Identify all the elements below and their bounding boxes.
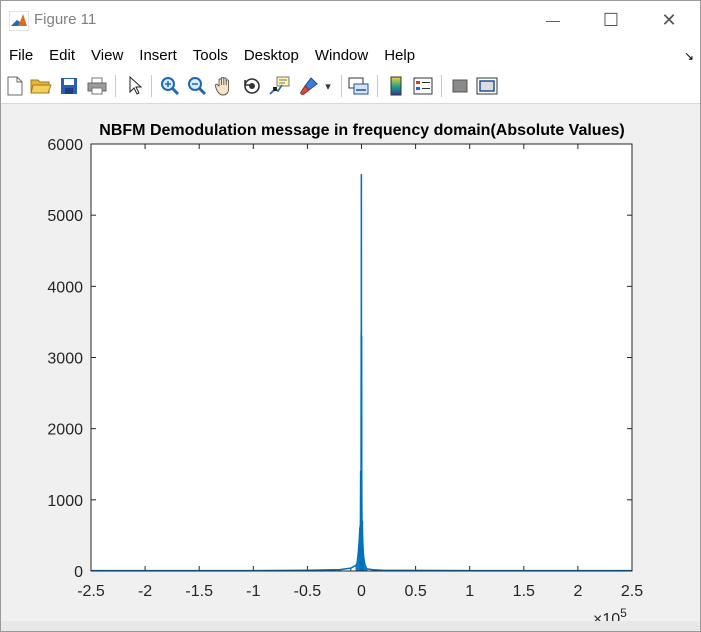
- brush-dropdown-button[interactable]: ▾: [321, 74, 335, 98]
- chart-title: NBFM Demodulation message in frequency d…: [99, 122, 624, 139]
- status-strip: [1, 621, 700, 631]
- y-tick-label: 4000: [47, 279, 83, 296]
- x-tick-label: -1: [246, 583, 260, 600]
- menu-file[interactable]: File: [9, 46, 34, 64]
- new-figure-button[interactable]: [3, 74, 27, 98]
- open-file-button[interactable]: [29, 74, 53, 98]
- menu-tools[interactable]: Tools: [192, 46, 228, 64]
- insert-legend-icon: [413, 77, 433, 95]
- rotate-3d-icon: [244, 78, 260, 94]
- insert-legend-button[interactable]: [411, 74, 435, 98]
- tick-labels: -2.5 -2 -1.5 -1 -0.5 0 0.5 1 1.5 2 2.5 0 1000 2000 300…: [47, 137, 643, 600]
- menu-view[interactable]: View: [91, 46, 124, 64]
- menu-window[interactable]: Window: [314, 46, 369, 64]
- data-cursor-icon: [269, 76, 290, 95]
- menu-desktop[interactable]: Desktop: [243, 46, 299, 64]
- show-plot-tools-button[interactable]: [475, 74, 499, 98]
- toolbar-separator: [441, 75, 442, 97]
- hide-plot-tools-icon: [452, 79, 468, 93]
- menu-insert[interactable]: Insert: [139, 46, 177, 64]
- x-tick-label: 0: [357, 583, 366, 600]
- x-tick-label: -0.5: [294, 583, 322, 600]
- new-figure-icon: [7, 76, 23, 96]
- matlab-logo-icon: [9, 11, 29, 31]
- y-tick-label: 5000: [47, 208, 83, 225]
- pan-hand-icon: [214, 76, 230, 96]
- series-layer: [90, 173, 633, 572]
- x-tick-label: -1.5: [185, 583, 213, 600]
- save-icon: [61, 78, 77, 94]
- hide-plot-tools-button[interactable]: [448, 74, 472, 98]
- menu-bar: File Edit View Insert Tools Desktop Wind…: [1, 41, 700, 69]
- close-button[interactable]: ✕: [640, 1, 698, 39]
- data-cursor-button[interactable]: [268, 74, 292, 98]
- maximize-icon: ☐: [602, 9, 620, 30]
- toolbar-separator: [151, 75, 152, 97]
- brush-button[interactable]: [297, 74, 321, 98]
- y-tick-label: 0: [74, 564, 83, 581]
- minimize-button[interactable]: —: [524, 1, 582, 39]
- y-tick-label: 2000: [47, 422, 83, 439]
- toolbar-separator: [115, 75, 116, 97]
- figure-canvas[interactable]: NBFM Demodulation message in frequency d…: [1, 104, 700, 631]
- y-tick-label: 3000: [47, 351, 83, 368]
- figure-toolbar: ▾: [1, 69, 700, 104]
- close-icon: ✕: [661, 9, 677, 30]
- x-tick-label: -2: [138, 583, 152, 600]
- toolbar-separator: [377, 75, 378, 97]
- y-tick-label: 1000: [47, 493, 83, 510]
- insert-colorbar-button[interactable]: [384, 74, 408, 98]
- menu-help[interactable]: Help: [384, 46, 416, 64]
- brush-dropdown-icon: ▾: [325, 80, 331, 93]
- title-bar[interactable]: Figure 11 — ☐ ✕: [1, 1, 700, 41]
- y-tick-label: 6000: [47, 137, 83, 154]
- minimize-icon: —: [546, 12, 560, 28]
- edit-plot-button[interactable]: [123, 74, 147, 98]
- x-tick-label: -2.5: [77, 583, 105, 600]
- x-tick-label: 0.5: [404, 583, 426, 600]
- axes-box: [90, 143, 633, 572]
- link-plot-icon: [348, 77, 369, 95]
- zoom-out-button[interactable]: [185, 74, 209, 98]
- toolbar-separator: [341, 75, 342, 97]
- menu-edit[interactable]: Edit: [49, 46, 76, 64]
- x-tick-label: 2: [573, 583, 582, 600]
- maximize-button[interactable]: ☐: [582, 1, 640, 39]
- window-title: Figure 11: [34, 11, 97, 28]
- show-plot-tools-icon: [476, 77, 498, 95]
- brush-icon: [300, 77, 318, 95]
- pan-button[interactable]: [212, 74, 236, 98]
- x-exponent-power: 5: [620, 606, 627, 620]
- print-icon: [87, 77, 107, 95]
- zoom-out-icon: [188, 77, 207, 96]
- rotate-3d-button[interactable]: [240, 74, 264, 98]
- print-button[interactable]: [85, 74, 109, 98]
- x-tick-label: 1.5: [513, 583, 535, 600]
- x-tick-label: 2.5: [621, 583, 643, 600]
- dock-figure-icon[interactable]: ↘: [683, 49, 694, 63]
- edit-plot-arrow-icon: [129, 76, 142, 95]
- link-plot-button[interactable]: [347, 74, 371, 98]
- axes[interactable]: NBFM Demodulation message in frequency d…: [1, 104, 700, 631]
- open-file-icon: [30, 79, 52, 94]
- save-button[interactable]: [57, 74, 81, 98]
- zoom-in-icon: [161, 77, 180, 96]
- x-tick-label: 1: [465, 583, 474, 600]
- insert-colorbar-icon: [390, 76, 402, 96]
- zoom-in-button[interactable]: [158, 74, 182, 98]
